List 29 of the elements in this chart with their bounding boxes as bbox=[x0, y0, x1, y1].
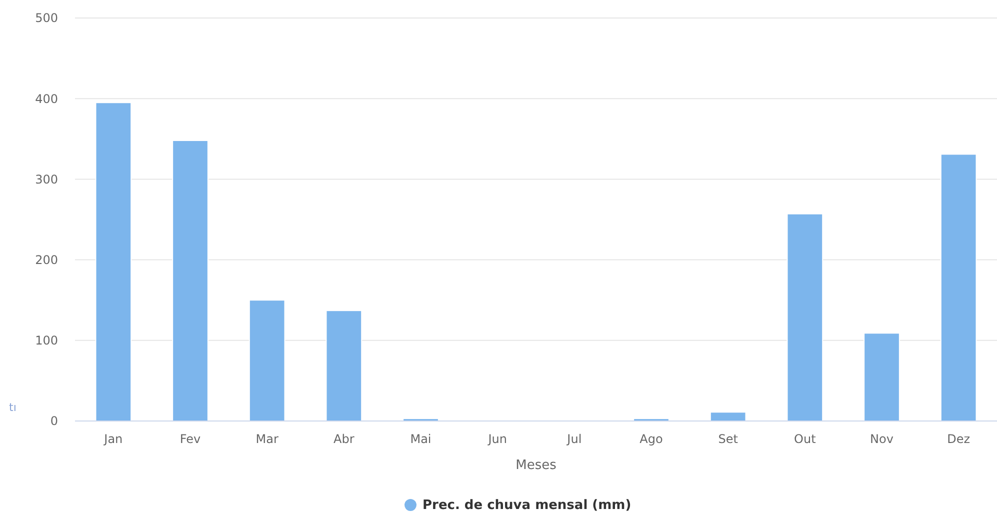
y-tick-label: 400 bbox=[35, 92, 58, 106]
x-tick-label: Ago bbox=[640, 432, 663, 446]
y-tick-label: 100 bbox=[35, 334, 58, 348]
bar bbox=[248, 300, 286, 422]
x-axis-title: Meses bbox=[516, 458, 557, 473]
x-tick-label: Jul bbox=[566, 432, 582, 446]
bar bbox=[172, 140, 208, 422]
x-tick-label: Jun bbox=[487, 432, 507, 446]
bar bbox=[940, 154, 977, 422]
legend-label: Prec. de chuva mensal (mm) bbox=[422, 498, 632, 513]
y-tick-label: 0 bbox=[50, 414, 58, 428]
y-tick-label: 500 bbox=[35, 11, 58, 26]
y-tick-label: 300 bbox=[35, 172, 58, 186]
x-tick-label: Fev bbox=[180, 432, 201, 446]
x-tick-label: Dez bbox=[947, 432, 970, 446]
x-tick-label: Out bbox=[794, 432, 816, 446]
bar bbox=[326, 310, 362, 422]
x-tick-label: Mai bbox=[410, 432, 432, 446]
text: tı bbox=[9, 401, 16, 414]
x-tick-label: Mar bbox=[256, 432, 278, 446]
bar bbox=[786, 213, 824, 422]
x-tick-label: Jan bbox=[103, 432, 123, 446]
x-tick-label: Nov bbox=[870, 432, 894, 446]
bar bbox=[864, 332, 900, 422]
y-tick-label: 200 bbox=[35, 253, 58, 267]
x-tick-label: Set bbox=[718, 432, 738, 446]
bar bbox=[95, 102, 132, 422]
x-tick-label: Abr bbox=[334, 432, 354, 446]
bar bbox=[710, 412, 746, 422]
